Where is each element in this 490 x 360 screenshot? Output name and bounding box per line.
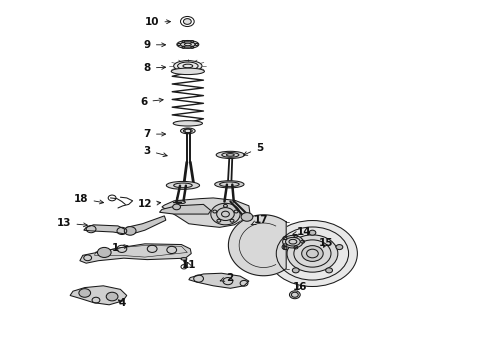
Ellipse shape: [173, 60, 202, 71]
Ellipse shape: [166, 181, 199, 189]
Circle shape: [293, 268, 299, 273]
Ellipse shape: [283, 235, 303, 248]
Circle shape: [302, 246, 323, 261]
Ellipse shape: [171, 68, 204, 75]
Circle shape: [172, 204, 180, 210]
Text: 7: 7: [144, 129, 166, 139]
Circle shape: [241, 213, 253, 221]
Circle shape: [268, 221, 357, 287]
Text: 3: 3: [144, 145, 167, 157]
Polygon shape: [70, 286, 127, 305]
Polygon shape: [124, 216, 166, 234]
Circle shape: [98, 247, 111, 257]
Ellipse shape: [181, 258, 187, 260]
Text: 9: 9: [144, 40, 166, 50]
Text: 4: 4: [118, 298, 125, 308]
Text: 14: 14: [293, 227, 311, 237]
Circle shape: [290, 291, 300, 299]
Text: 8: 8: [144, 63, 166, 73]
Ellipse shape: [177, 41, 199, 48]
Text: 18: 18: [74, 194, 103, 204]
Circle shape: [79, 289, 91, 297]
Polygon shape: [84, 225, 127, 234]
Polygon shape: [80, 244, 191, 263]
Text: 10: 10: [145, 17, 171, 27]
Circle shape: [124, 226, 136, 235]
Circle shape: [183, 19, 191, 24]
Text: 17: 17: [251, 215, 269, 225]
Ellipse shape: [180, 128, 195, 134]
Circle shape: [211, 203, 240, 225]
Circle shape: [336, 244, 343, 249]
Text: 15: 15: [318, 238, 333, 248]
Ellipse shape: [216, 151, 245, 158]
Ellipse shape: [173, 121, 202, 126]
Circle shape: [287, 235, 338, 272]
Circle shape: [326, 268, 333, 273]
Ellipse shape: [175, 201, 185, 204]
Polygon shape: [159, 204, 211, 214]
Polygon shape: [228, 215, 286, 276]
Polygon shape: [162, 198, 250, 227]
Text: 5: 5: [244, 143, 263, 155]
Text: 11: 11: [182, 260, 196, 270]
Ellipse shape: [215, 181, 244, 188]
Polygon shape: [189, 273, 249, 288]
Circle shape: [282, 244, 289, 249]
Text: 16: 16: [293, 282, 307, 292]
Text: 2: 2: [220, 273, 233, 283]
Circle shape: [309, 230, 316, 235]
Text: 6: 6: [140, 97, 163, 107]
Text: 13: 13: [57, 218, 87, 228]
Text: 12: 12: [138, 199, 161, 210]
Circle shape: [106, 292, 118, 301]
Text: 1: 1: [112, 243, 128, 253]
